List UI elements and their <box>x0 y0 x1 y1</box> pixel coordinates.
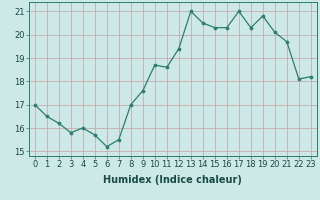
X-axis label: Humidex (Indice chaleur): Humidex (Indice chaleur) <box>103 175 242 185</box>
